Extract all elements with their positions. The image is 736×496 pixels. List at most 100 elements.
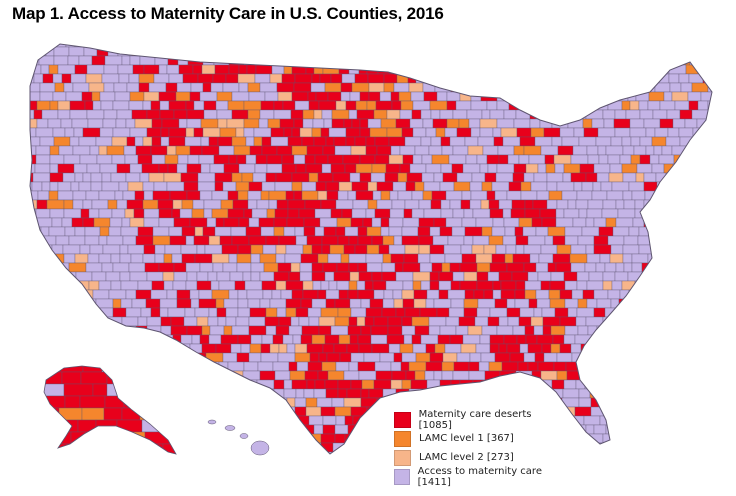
- county-cell: [559, 316, 577, 327]
- county-cell: [275, 325, 290, 336]
- county-cell: [231, 325, 250, 336]
- county-cell: [476, 271, 489, 282]
- county-cell: [307, 361, 323, 372]
- county-cell: [301, 325, 320, 336]
- county-cell: [30, 325, 34, 336]
- county-cell: [236, 352, 250, 363]
- county-cell: [373, 289, 385, 300]
- county-cell: [632, 316, 650, 327]
- county-cell: [589, 343, 600, 354]
- county-cell: [359, 172, 372, 183]
- county-cell: [574, 55, 592, 66]
- county-cell: [451, 226, 466, 237]
- county-cell: [489, 307, 508, 318]
- county-cell: [210, 82, 224, 93]
- county-cell: [306, 145, 324, 156]
- county-cell: [630, 136, 641, 147]
- county-cell: [165, 82, 178, 93]
- county-cell: [57, 64, 76, 75]
- county-cell: [617, 208, 636, 219]
- county-cell: [352, 199, 369, 210]
- county-cell: [714, 119, 725, 128]
- county-cell: [270, 127, 285, 138]
- county-cell: [184, 136, 202, 147]
- borough-cell: [179, 384, 207, 396]
- county-cell: [652, 64, 670, 75]
- county-cell: [643, 118, 661, 129]
- county-cell: [614, 271, 629, 282]
- county-cell: [713, 38, 724, 47]
- county-cell: [96, 154, 113, 165]
- county-cell: [684, 154, 702, 165]
- county-cell: [525, 334, 538, 345]
- county-cell: [433, 370, 443, 381]
- county-cell: [571, 352, 590, 363]
- county-cell: [452, 109, 468, 120]
- county-cell: [527, 271, 539, 282]
- county-cell: [212, 73, 227, 84]
- county-cell: [542, 316, 561, 327]
- county-cell: [366, 226, 382, 237]
- county-cell: [119, 271, 131, 282]
- county-cell: [91, 271, 107, 282]
- county-cell: [429, 100, 448, 111]
- county-cell: [544, 235, 554, 246]
- county-cell: [311, 271, 326, 282]
- county-cell: [220, 334, 239, 345]
- county-cell: [547, 226, 566, 237]
- county-cell: [57, 316, 75, 327]
- county-cell: [636, 163, 653, 174]
- county-cell: [555, 262, 572, 273]
- county-cell: [74, 44, 91, 48]
- county-cell: [691, 172, 706, 183]
- county-cell: [199, 262, 214, 273]
- county-cell: [502, 136, 521, 147]
- county-cell: [680, 388, 699, 399]
- county-cell: [194, 226, 204, 237]
- county-cell: [613, 118, 631, 129]
- county-cell: [301, 136, 315, 147]
- county-cell: [288, 361, 298, 372]
- county-cell: [261, 181, 276, 192]
- county-cell: [359, 127, 371, 138]
- county-cell: [570, 343, 582, 354]
- county-cell: [315, 91, 329, 102]
- county-cell: [674, 100, 690, 111]
- county-cell: [476, 307, 491, 318]
- county-cell: [404, 199, 420, 210]
- county-cell: [273, 226, 285, 237]
- county-cell: [551, 118, 569, 129]
- county-cell: [207, 271, 218, 282]
- county-cell: [583, 127, 599, 138]
- county-cell: [607, 415, 625, 426]
- county-cell: [569, 46, 584, 57]
- county-cell: [495, 46, 511, 57]
- county-cell: [581, 226, 600, 237]
- county-cell: [398, 91, 412, 102]
- county-cell: [556, 352, 573, 363]
- county-cell: [299, 271, 313, 282]
- county-cell: [57, 109, 71, 120]
- county-cell: [243, 208, 253, 219]
- county-cell: [661, 145, 673, 156]
- county-cell: [348, 109, 358, 120]
- county-cell: [143, 208, 160, 219]
- county-cell: [493, 136, 504, 147]
- county-cell: [199, 388, 215, 399]
- county-cell: [169, 235, 187, 246]
- county-cell: [605, 352, 615, 363]
- county-cell: [307, 451, 318, 454]
- county-cell: [706, 424, 712, 435]
- county-cell: [350, 145, 367, 156]
- county-cell: [360, 397, 378, 408]
- county-cell: [621, 44, 633, 48]
- county-cell: [641, 289, 652, 300]
- county-cell: [576, 307, 595, 318]
- county-cell: [226, 406, 243, 417]
- county-cell: [230, 343, 242, 354]
- county-cell: [460, 244, 473, 255]
- county-cell: [93, 217, 111, 228]
- county-cell: [311, 298, 327, 309]
- county-cell: [445, 217, 463, 228]
